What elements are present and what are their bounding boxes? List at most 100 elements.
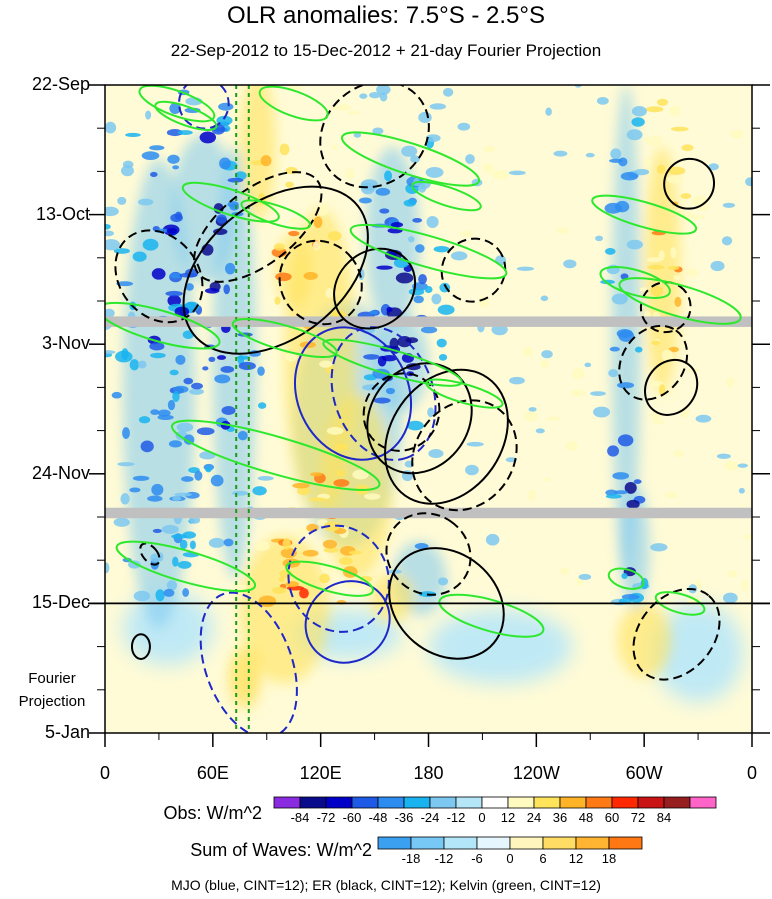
olr-speckle (105, 223, 111, 230)
olr-speckle (610, 148, 622, 160)
olr-speckle (168, 440, 182, 448)
olr-speckle (556, 227, 569, 234)
contour-legend: MJO (blue, CINT=12); ER (black, CINT=12)… (171, 877, 601, 893)
er-contour (632, 587, 721, 681)
olr-speckle (523, 411, 539, 422)
olr-speckle (407, 420, 424, 431)
y-tick-label: 13-Oct (35, 203, 90, 224)
kelvin-contour (654, 591, 706, 616)
olr-speckle (288, 230, 300, 237)
mjo-contour (178, 85, 230, 130)
olr-speckle (604, 202, 622, 214)
olr-speckle (667, 265, 680, 271)
olr-speckle (721, 236, 733, 246)
olr-speckle (595, 235, 604, 242)
er-contour (663, 157, 716, 210)
olr-speckle (313, 216, 323, 229)
olr-speckle (336, 469, 345, 477)
obs-colorbar-box (325, 796, 353, 809)
er-contour (384, 368, 509, 505)
olr-speckle (570, 389, 586, 397)
olr-speckle (105, 308, 115, 318)
obs-colorbar-box (273, 796, 301, 809)
olr-speckle (218, 102, 234, 111)
olr-speckle (578, 573, 592, 580)
obs-colorbar-tick-label: 48 (578, 810, 594, 825)
olr-speckle (437, 304, 455, 315)
obs-colorbar-box (507, 796, 535, 809)
olr-speckle (175, 354, 186, 365)
kelvin-contour (607, 567, 645, 590)
olr-speckle (117, 196, 127, 205)
olr-speckle (540, 359, 549, 369)
olr-speckle (150, 409, 160, 416)
olr-speckle (386, 306, 393, 313)
olr-speckle (236, 355, 251, 360)
olr-speckle (346, 110, 361, 115)
olr-speckle (323, 547, 339, 553)
olr-speckle (431, 293, 442, 305)
olr-speckle (105, 121, 117, 134)
kelvin-contour (170, 419, 381, 491)
waves-colorbar-tick-label: 12 (568, 851, 584, 866)
olr-speckle (147, 495, 163, 502)
olr-speckle (166, 228, 178, 234)
x-tick-label: 0 (99, 763, 110, 783)
olr-speckle (233, 584, 247, 590)
olr-speckle (645, 135, 663, 146)
olr-speckle (545, 416, 562, 421)
olr-speckle (438, 353, 448, 361)
olr-speckle (232, 490, 249, 496)
olr-speckle (155, 589, 165, 602)
olr-speckle (737, 463, 748, 468)
olr-speckle (216, 115, 233, 126)
olr-speckle (612, 472, 630, 480)
olr-speckle (274, 296, 281, 305)
olr-speckle (234, 171, 247, 180)
convective-region (212, 146, 256, 579)
olr-speckle (252, 486, 267, 496)
olr-speckle (258, 402, 267, 409)
olr-speckle (650, 285, 664, 297)
olr-speckle (344, 168, 355, 180)
olr-speckle (177, 130, 193, 136)
olr-speckle (405, 337, 419, 344)
olr-speckle (349, 550, 363, 555)
olr-speckle (617, 434, 634, 447)
olr-speckle (584, 362, 592, 368)
olr-speckle (279, 143, 290, 156)
olr-speckle (353, 132, 362, 138)
olr-speckle (237, 430, 248, 441)
olr-speckle (695, 414, 712, 423)
olr-speckle (418, 274, 427, 285)
suppressed-region (239, 535, 330, 684)
olr-speckle (656, 98, 669, 106)
olr-speckle (485, 533, 500, 546)
olr-speckle (345, 581, 362, 588)
olr-speckle (466, 441, 484, 447)
olr-speckle (151, 483, 164, 496)
olr-speckle (658, 250, 665, 261)
olr-speckle (668, 346, 680, 353)
olr-speckle (238, 361, 256, 371)
olr-speckle (535, 428, 545, 434)
olr-speckle (605, 494, 622, 499)
olr-speckle (716, 453, 731, 459)
olr-speckle (272, 586, 287, 594)
olr-speckle (681, 144, 694, 152)
olr-speckle (418, 184, 427, 193)
mjo-contour (293, 326, 413, 461)
olr-speckle (352, 469, 369, 480)
olr-speckle (723, 461, 739, 471)
olr-speckle (680, 193, 692, 199)
olr-speckle (708, 163, 719, 171)
olr-speckle (189, 388, 204, 395)
obs-colorbar-tick-label: 36 (552, 810, 568, 825)
projection-negative-region (428, 609, 573, 684)
olr-speckle (427, 407, 435, 418)
olr-speckle (140, 440, 154, 453)
olr-speckle (150, 553, 161, 563)
olr-speckle (670, 126, 689, 132)
x-tick-label: 120E (299, 763, 342, 783)
olr-speckle (176, 422, 194, 432)
